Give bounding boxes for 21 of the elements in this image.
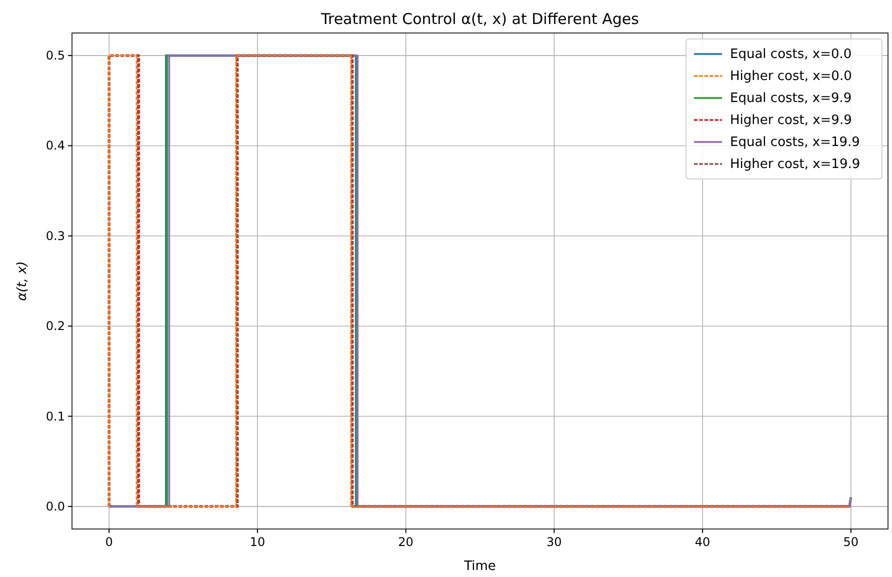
x-tick-label: 0 [105,535,113,549]
y-tick-label: 0.0 [46,499,65,514]
x-axis-title: Time [463,559,496,574]
y-tick-label: 0.3 [46,228,65,243]
legend-label: Equal costs, x=0.0 [730,47,852,62]
y-tick-label: 0.4 [46,138,65,153]
chart-title: Treatment Control α(t, x) at Different Ages [320,10,640,28]
y-axis-title: α(t, x) [15,261,30,301]
x-tick-label: 30 [546,535,562,549]
x-tick-label: 20 [398,535,414,549]
legend-label: Equal costs, x=19.9 [730,135,860,150]
y-tick-label: 0.5 [46,48,65,63]
x-tick-label: 40 [694,535,710,549]
x-tick-label: 50 [843,535,859,549]
legend-label: Higher cost, x=19.9 [730,157,860,172]
legend-label: Higher cost, x=0.0 [730,69,852,84]
legend-label: Higher cost, x=9.9 [730,113,852,128]
legend-label: Equal costs, x=9.9 [730,91,852,106]
y-tick-label: 0.1 [46,409,65,424]
x-tick-label: 10 [250,535,266,549]
y-tick-label: 0.2 [46,319,65,334]
